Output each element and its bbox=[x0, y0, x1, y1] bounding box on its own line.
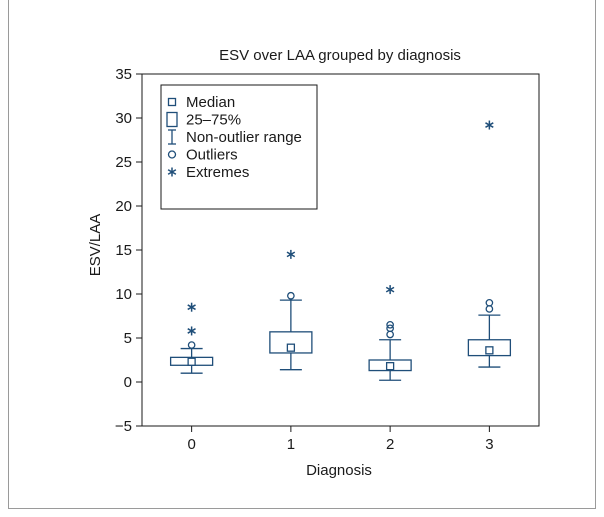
extreme-point bbox=[187, 302, 196, 312]
extreme-point bbox=[286, 249, 296, 259]
legend-item-box: 25–75% bbox=[166, 111, 241, 129]
legend-box-icon bbox=[166, 111, 178, 128]
y-tick-label: 15 bbox=[115, 242, 132, 259]
y-axis: −5 0 5 10 15 20 25 30 35 bbox=[115, 66, 142, 435]
legend-outlier-icon bbox=[167, 150, 177, 159]
extreme-point bbox=[485, 120, 494, 130]
outlier-point bbox=[386, 320, 394, 329]
y-tick-label: 10 bbox=[115, 286, 132, 303]
legend-item-whisker: Non-outlier range bbox=[168, 129, 302, 146]
box-group-3 bbox=[467, 120, 512, 368]
box-group-2 bbox=[368, 285, 412, 381]
outlier-point bbox=[485, 298, 494, 307]
median-marker bbox=[187, 357, 196, 366]
extreme-point bbox=[187, 326, 196, 336]
y-tick-label: 20 bbox=[115, 198, 132, 215]
chart-title: ESV over LAA grouped by diagnosis bbox=[219, 47, 461, 64]
legend-label: Non-outlier range bbox=[186, 129, 302, 146]
asterisk-stroke bbox=[385, 286, 395, 293]
iqr-box bbox=[269, 331, 313, 354]
outlier-point bbox=[386, 324, 394, 333]
x-axis: 0 1 2 3 bbox=[187, 426, 494, 453]
extreme-point bbox=[385, 285, 395, 295]
median-marker bbox=[485, 346, 494, 355]
legend-item-asterisk: Extremes bbox=[167, 164, 249, 181]
box-group-1 bbox=[269, 249, 313, 371]
x-tick-label: 2 bbox=[386, 436, 394, 453]
y-tick-label: 5 bbox=[124, 330, 132, 347]
outlier-point bbox=[386, 330, 394, 339]
legend-extreme-icon bbox=[167, 167, 177, 177]
legend-label: Median bbox=[186, 94, 235, 111]
y-tick-label: 35 bbox=[115, 66, 132, 83]
legend-item-circle: Outliers bbox=[167, 147, 238, 164]
y-tick-label: 30 bbox=[115, 110, 132, 127]
outlier-point bbox=[187, 341, 196, 349]
y-tick-label: 0 bbox=[124, 374, 132, 391]
median-marker bbox=[385, 362, 395, 371]
x-tick-label: 3 bbox=[485, 436, 493, 453]
asterisk-stroke bbox=[187, 304, 196, 311]
y-axis-label: ESV/LAA bbox=[87, 214, 104, 277]
asterisk-stroke bbox=[167, 169, 177, 175]
legend-median-icon bbox=[167, 97, 177, 107]
box-groups bbox=[169, 120, 512, 381]
legend-item-square: Median bbox=[167, 94, 235, 111]
chart-frame bbox=[8, 0, 596, 509]
x-axis-label: Diagnosis bbox=[306, 462, 372, 479]
box-group-0 bbox=[169, 302, 214, 374]
legend-label: Outliers bbox=[186, 147, 238, 164]
asterisk-stroke bbox=[187, 328, 196, 334]
y-tick-label: −5 bbox=[115, 418, 132, 435]
outlier-point bbox=[485, 305, 494, 313]
outlier-point bbox=[287, 291, 295, 300]
x-tick-label: 1 bbox=[287, 436, 295, 453]
median-marker bbox=[286, 343, 296, 352]
y-tick-label: 25 bbox=[115, 154, 132, 171]
legend-box bbox=[160, 84, 318, 210]
asterisk-stroke bbox=[286, 251, 296, 258]
asterisk-stroke bbox=[485, 122, 494, 128]
legend-label: 25–75% bbox=[186, 112, 241, 129]
legend-label: Extremes bbox=[186, 164, 249, 181]
x-tick-label: 0 bbox=[187, 436, 195, 453]
